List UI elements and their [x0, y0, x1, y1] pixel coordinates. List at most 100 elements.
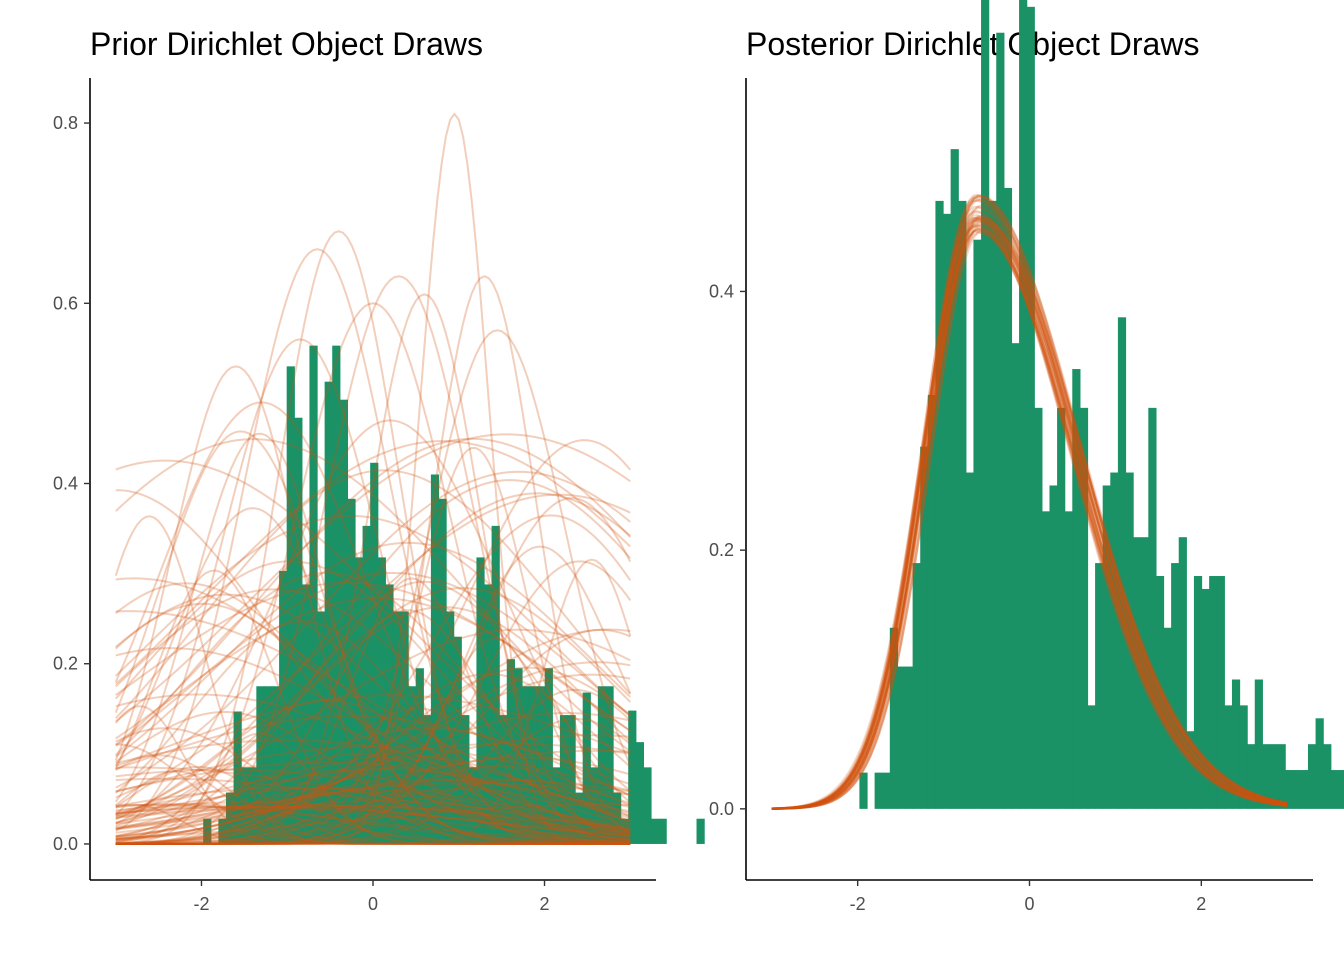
density-curve: [771, 227, 1288, 810]
density-curve: [115, 112, 631, 845]
prior-density-curves: [114, 112, 632, 845]
density-curve: [115, 647, 631, 832]
density-curve: [114, 569, 631, 845]
histogram-bar: [218, 818, 227, 844]
density-curve: [771, 195, 1288, 810]
density-curve: [115, 514, 631, 718]
density-curve: [115, 571, 631, 747]
density-curve: [115, 711, 631, 845]
density-curve: [115, 799, 631, 834]
x-tick-label: 2: [540, 894, 550, 914]
histogram-bar: [582, 692, 591, 844]
density-curve: [115, 754, 631, 845]
histogram-bar: [1019, 0, 1028, 809]
histogram-bar: [1155, 576, 1165, 809]
density-curve: [115, 580, 631, 838]
histogram-bar: [529, 686, 538, 844]
density-curve: [115, 439, 632, 845]
density-curve: [771, 193, 1288, 810]
density-curve: [115, 803, 631, 845]
histogram-bar: [354, 557, 364, 844]
y-tick-label: 0.4: [53, 474, 78, 494]
histogram-bar: [973, 239, 982, 809]
histogram-bar: [362, 525, 371, 844]
histogram-bar: [1277, 744, 1286, 809]
density-curve: [115, 712, 631, 838]
histogram-bar: [897, 666, 906, 809]
density-curve: [115, 338, 631, 845]
density-curve: [771, 214, 1288, 810]
density-curve: [115, 779, 631, 845]
density-curve: [115, 581, 631, 732]
density-curve: [115, 545, 632, 845]
histogram-bar: [996, 32, 1005, 809]
x-tick-label: 2: [1196, 894, 1206, 914]
histogram-bar: [696, 818, 705, 844]
density-curve: [771, 220, 1288, 810]
density-curve: [115, 577, 631, 845]
density-curve: [771, 199, 1288, 810]
density-curve: [771, 216, 1288, 810]
histogram-bar: [559, 715, 569, 844]
y-tick-label: 0.6: [53, 293, 78, 313]
density-curve: [115, 753, 631, 841]
histogram-bar: [912, 563, 921, 809]
density-curve: [115, 459, 631, 797]
density-curve: [771, 229, 1288, 810]
density-curve: [115, 707, 631, 845]
histogram-bar: [1087, 705, 1096, 809]
histogram-bar: [248, 767, 257, 844]
density-curve: [771, 198, 1288, 810]
histogram-bar: [552, 767, 561, 844]
density-curve: [115, 732, 631, 845]
histogram-bar: [1300, 770, 1309, 809]
histogram-bar: [1292, 770, 1301, 809]
density-curve: [771, 216, 1288, 810]
density-curve: [115, 628, 631, 816]
density-curve: [115, 628, 631, 845]
histogram-bar: [1079, 407, 1089, 809]
prior-panel: Prior Dirichlet Object Draws 0.00.20.40.…: [53, 26, 705, 914]
histogram-bar: [1049, 485, 1058, 809]
density-curve: [115, 437, 632, 746]
density-curve: [771, 210, 1288, 810]
density-curve: [115, 248, 631, 845]
histogram-bar: [1102, 485, 1111, 809]
histogram-bar: [506, 659, 515, 844]
prior-histogram: [203, 345, 705, 844]
histogram-bar: [400, 611, 409, 844]
density-curve: [115, 694, 631, 767]
histogram-bar: [468, 767, 478, 844]
density-curve: [114, 432, 631, 845]
histogram-bar: [567, 715, 576, 844]
density-curve: [115, 793, 631, 845]
histogram-bar: [1285, 770, 1294, 809]
histogram-bar: [309, 345, 318, 844]
density-curve: [115, 419, 631, 825]
histogram-bar: [1338, 770, 1344, 809]
y-tick-label: 0.8: [53, 113, 78, 133]
density-curve: [115, 782, 631, 825]
density-curve: [771, 206, 1288, 810]
histogram-bar: [370, 462, 379, 844]
density-curve: [115, 768, 631, 826]
density-curve: [115, 777, 631, 836]
density-curve: [115, 588, 631, 823]
histogram-bar: [430, 474, 440, 844]
histogram-bar: [385, 584, 394, 844]
density-curve: [115, 778, 631, 829]
density-curve: [115, 597, 631, 740]
density-curve: [115, 805, 631, 837]
density-curve: [115, 768, 631, 824]
density-curve: [115, 693, 631, 830]
histogram-bar: [905, 666, 914, 809]
y-tick-label: 0.2: [53, 654, 78, 674]
density-curve: [771, 198, 1288, 810]
y-tick-label: 0.4: [709, 281, 734, 301]
histogram-bar: [650, 818, 660, 844]
histogram-bar: [408, 686, 417, 844]
density-curve: [115, 788, 631, 845]
histogram-bar: [1178, 537, 1187, 809]
density-curve: [771, 211, 1288, 810]
